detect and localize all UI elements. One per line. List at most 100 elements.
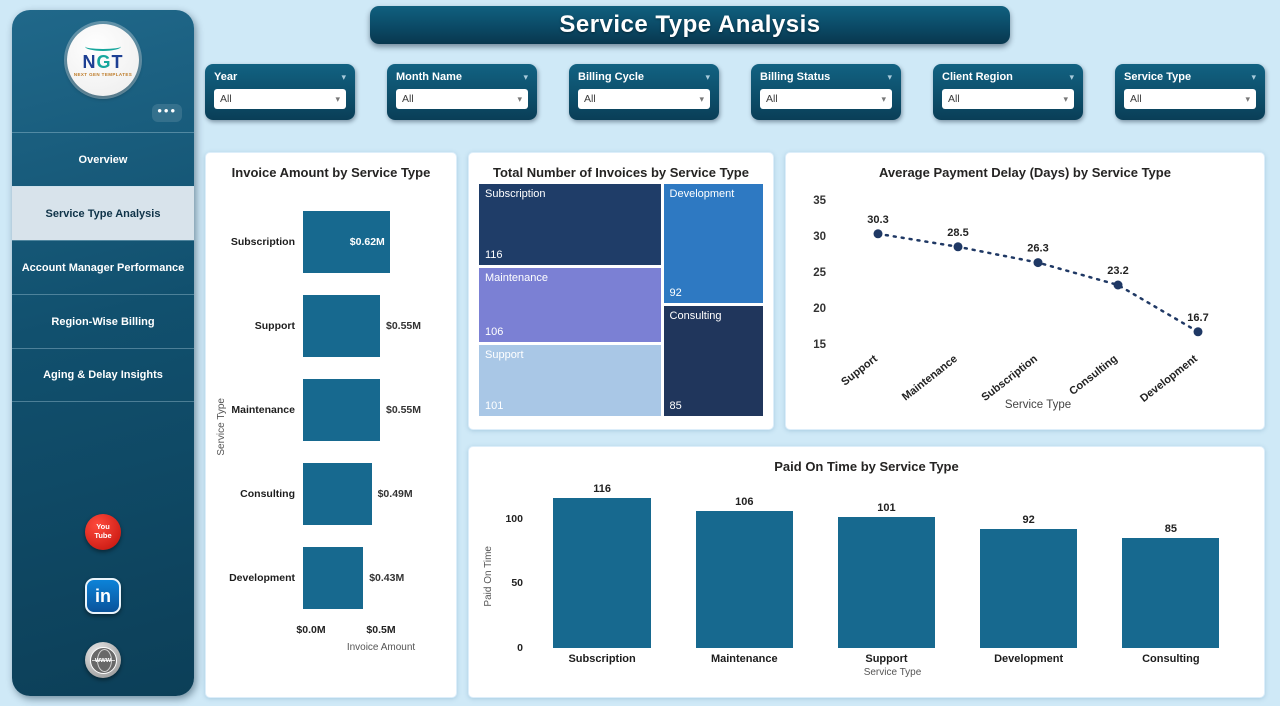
filter-label: Service Type [1124,71,1192,83]
chart-title-payment-delay: Average Payment Delay (Days) by Service … [879,165,1171,180]
treemap-cell-value: 92 [669,287,682,300]
hbar-xaxis: $0.0M $0.5M [296,624,451,640]
invoice-amount-bar-chart: Service Type Subscription $0.62M Support $0… [216,200,446,653]
bar-maintenance[interactable] [303,379,380,441]
bar-group-support: 101 [819,502,954,648]
treemap-cell-subscription[interactable]: Subscription 116 [479,184,661,266]
bar-subscription[interactable] [553,498,651,648]
filter-label: Year [214,71,238,83]
data-label: 23.2 [1107,265,1128,277]
bar-consulting[interactable] [1122,538,1220,648]
youtube-icon[interactable]: You Tube [85,514,121,550]
treemap-cell-support[interactable]: Support 101 [479,345,661,417]
filter-header: Client Region ▾ [942,71,1074,83]
bar-group-subscription: 116 [535,483,670,648]
chevron-down-icon[interactable]: ▾ [341,71,346,82]
filter-label: Client Region [942,71,1013,83]
sidebar-item-region-wise-billing[interactable]: Region-Wise Billing [12,294,194,348]
panel-paid-on-time: Paid On Time by Service Type Paid On Tim… [468,446,1265,698]
chevron-down-icon[interactable]: ▾ [887,71,892,82]
data-point-development[interactable] [1193,327,1203,337]
sidebar-item-account-manager-performance[interactable]: Account Manager Performance [12,240,194,294]
bar-row: Support $0.55M [227,284,451,368]
data-point-consulting[interactable] [1113,280,1123,290]
more-options-icon[interactable]: ••• [152,104,182,122]
chart-title-paid-on-time: Paid On Time by Service Type [774,459,959,474]
bar-development[interactable] [303,547,364,609]
title-banner: Service Type Analysis [370,6,1010,44]
category-label: Maintenance [231,404,295,416]
x-axis-label: Service Type [863,667,922,678]
filter-selected-value: All [766,93,778,105]
hbar-rows: Subscription $0.62M Support $0.55M Maintenan… [227,200,451,620]
bar-support[interactable] [303,295,380,357]
filter-bar: Year ▾ All ▾ Month Name ▾ All ▾ Billing Cycle ▾ Al… [205,64,1265,120]
chevron-down-icon: ▾ [517,93,522,104]
sidebar-nav: Overview Service Type Analysis Account Man… [12,132,194,402]
chevron-down-icon[interactable]: ▾ [1069,71,1074,82]
bar-development[interactable] [980,529,1078,648]
treemap-cell-value: 85 [669,400,682,412]
bar-group-maintenance: 106 [677,496,812,648]
value-label: 116 [593,483,611,496]
chevron-down-icon[interactable]: ▾ [523,71,528,82]
x-tick-label: Subscription [979,353,1040,404]
sidebar-item-service-type-analysis[interactable]: Service Type Analysis [12,186,194,240]
x-tick-label: $0.5M [366,624,396,636]
y-tick-label: 0 [517,642,523,654]
chevron-down-icon[interactable]: ▾ [705,71,710,82]
chevron-down-icon: ▾ [881,93,886,104]
filter-dropdown-billing-cycle[interactable]: All ▾ [578,89,710,109]
x-tick-label: $0.0M [296,624,326,636]
filter-dropdown-billing-status[interactable]: All ▾ [760,89,892,109]
treemap-cell-maintenance[interactable]: Maintenance 106 [479,268,661,343]
treemap-cell-label: Maintenance [485,272,548,285]
treemap-cell-development[interactable]: Development 92 [663,184,763,304]
filter-selected-value: All [584,93,596,105]
linkedin-icon[interactable]: in [85,578,121,614]
filter-dropdown-service-type[interactable]: All ▾ [1124,89,1256,109]
chevron-down-icon: ▾ [335,93,340,104]
data-label: 16.7 [1187,312,1208,324]
treemap-cell-value: 106 [485,326,504,339]
bar-support[interactable] [837,517,936,648]
filter-billing-status: Billing Status ▾ All ▾ [751,64,901,120]
value-label: $0.62M [349,236,385,248]
filter-header: Month Name ▾ [396,71,528,83]
data-label: 28.5 [947,227,968,239]
data-point-support[interactable] [873,229,883,239]
filter-label: Billing Status [760,71,831,83]
treemap-cell-consulting[interactable]: Consulting 85 [663,306,763,416]
chevron-down-icon[interactable]: ▾ [1251,71,1256,82]
category-label: Maintenance [710,653,778,665]
panel-payment-delay: Average Payment Delay (Days) by Service … [785,152,1265,430]
filter-selected-value: All [948,93,960,105]
sidebar-item-aging-delay-insights[interactable]: Aging & Delay Insights [12,348,194,402]
hbar-main: Subscription $0.62M Support $0.55M Maintenan… [227,200,451,653]
y-axis-label: Service Type [216,397,227,456]
chart-title-invoice-amount: Invoice Amount by Service Type [231,165,431,180]
y-axis-label: Paid On Time [483,546,494,607]
filter-selected-value: All [220,93,232,105]
panel-invoice-count: Total Number of Invoices by Service Type… [468,152,774,430]
data-point-subscription[interactable] [1033,258,1043,268]
youtube-icon-text: You [96,522,110,532]
bar-maintenance[interactable] [695,511,793,648]
treemap-cell-label: Subscription [485,188,546,200]
chart-title-invoice-count: Total Number of Invoices by Service Type [493,165,749,180]
filter-billing-cycle: Billing Cycle ▾ All ▾ [569,64,719,120]
category-label: Development [229,572,295,584]
filter-selected-value: All [402,93,414,105]
data-point-maintenance[interactable] [953,242,963,252]
y-tick-label: 30 [813,231,826,243]
bar-consulting[interactable] [303,463,372,525]
filter-dropdown-month-name[interactable]: All ▾ [396,89,528,109]
panel-invoice-amount: Invoice Amount by Service Type Service T… [205,152,457,698]
x-tick-label: Consulting [1067,353,1120,398]
filter-month-name: Month Name ▾ All ▾ [387,64,537,120]
website-icon[interactable]: www [85,642,121,678]
bar-subscription[interactable]: $0.62M [303,211,390,273]
filter-dropdown-year[interactable]: All ▾ [214,89,346,109]
sidebar-item-overview[interactable]: Overview [12,132,194,186]
filter-dropdown-client-region[interactable]: All ▾ [942,89,1074,109]
